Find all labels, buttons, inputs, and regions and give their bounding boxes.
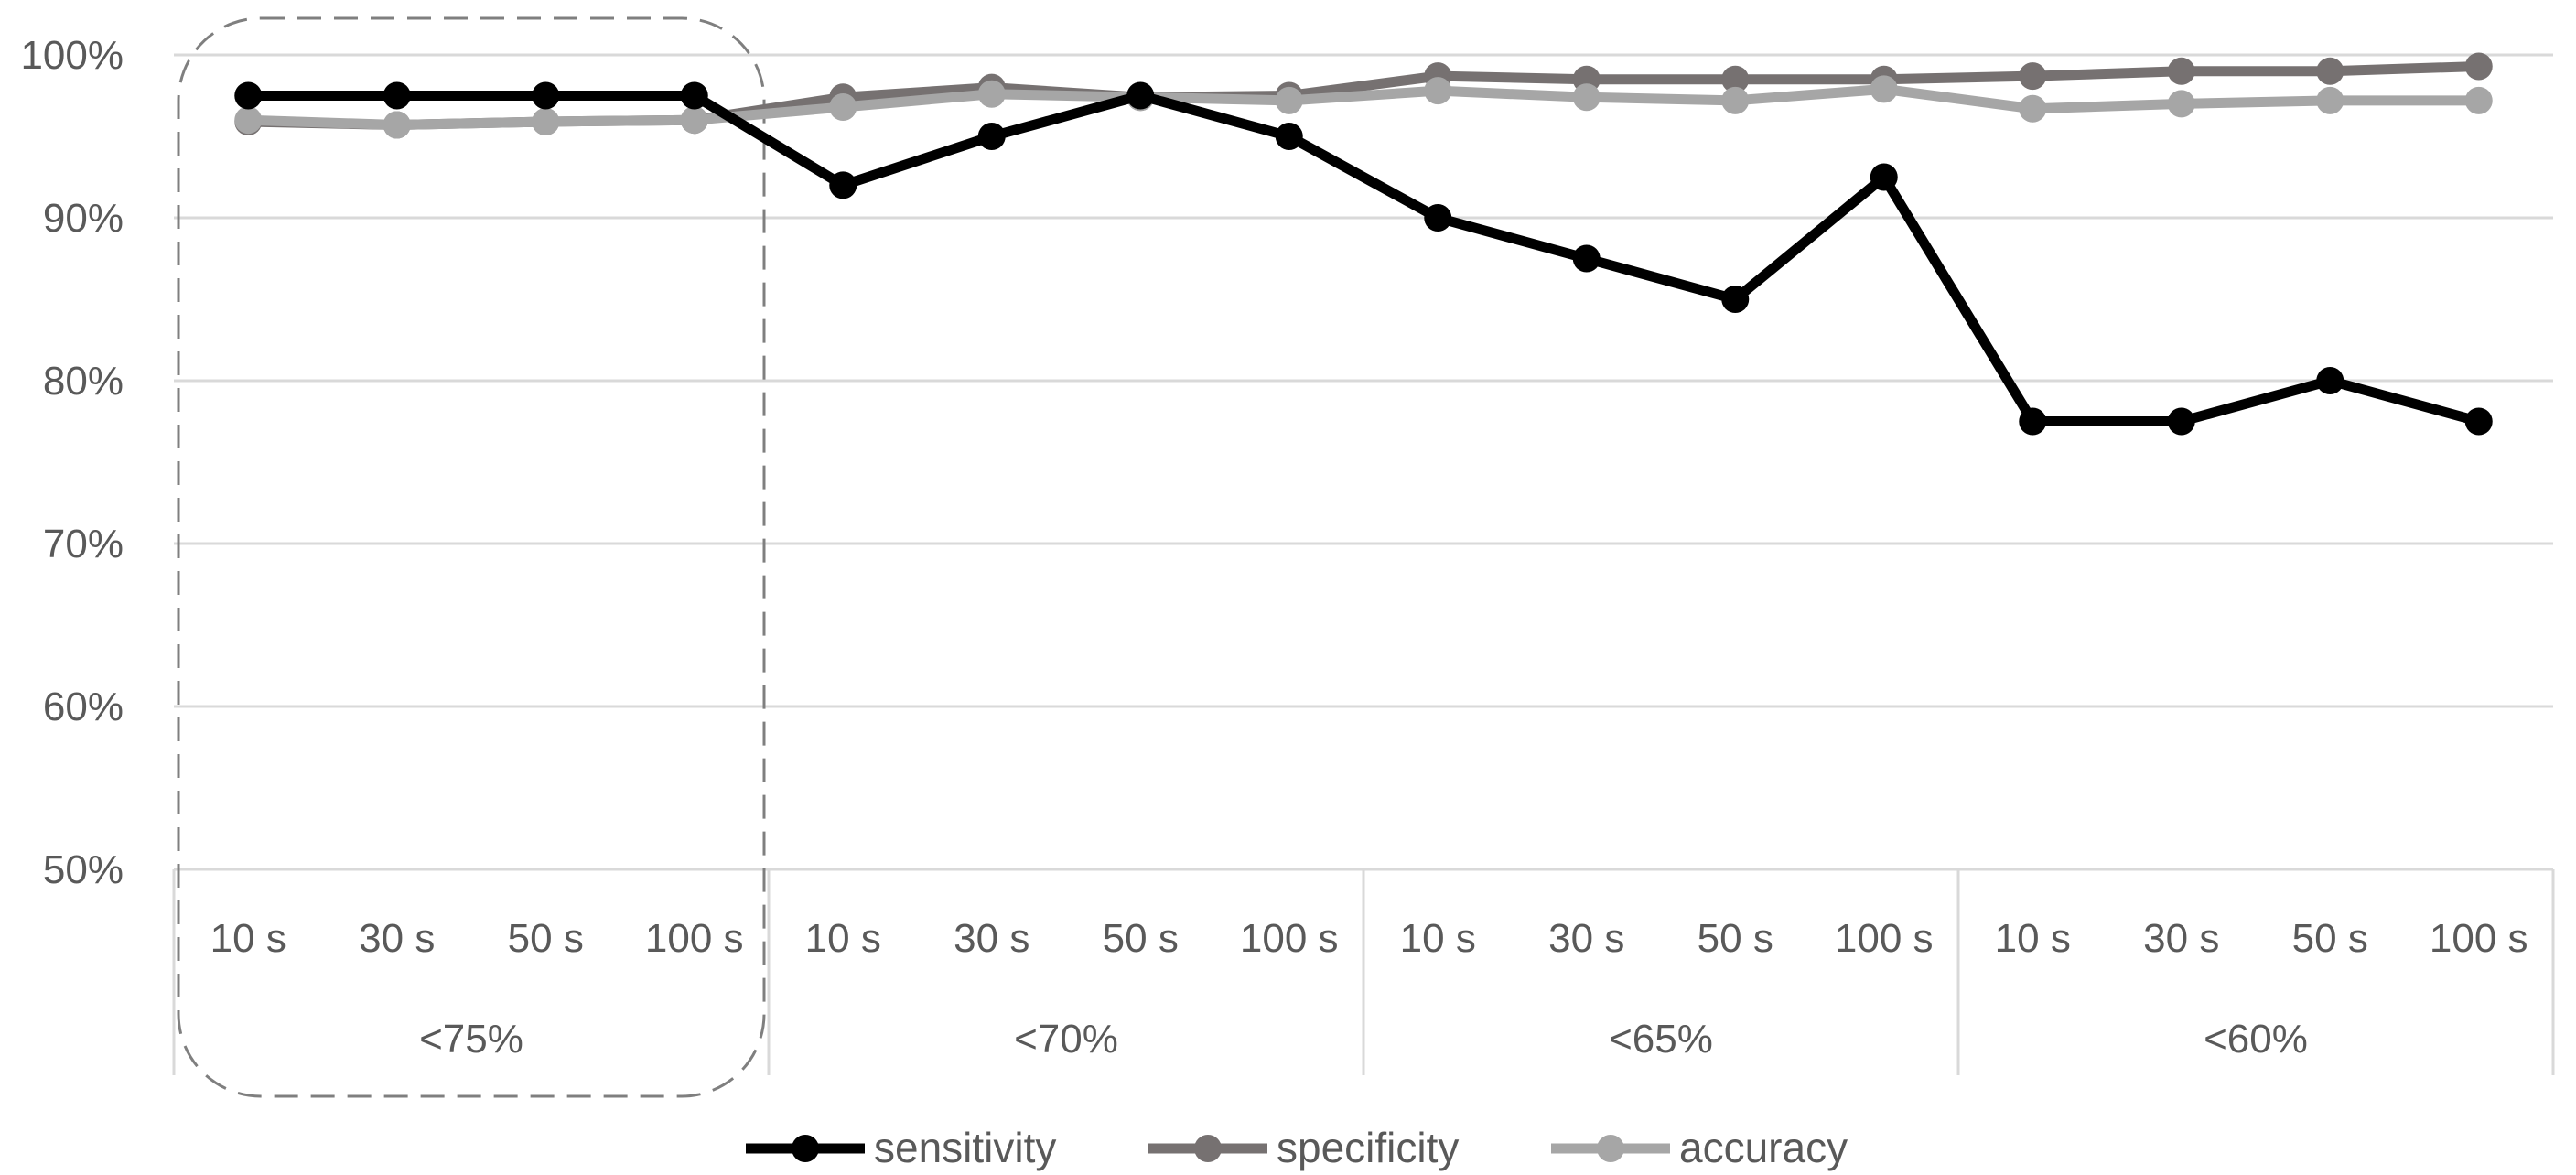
x-tick-label: 30 s: [1548, 916, 1624, 961]
data-point-sensitivity: [1424, 204, 1452, 232]
legend-label-accuracy: accuracy: [1679, 1124, 1848, 1171]
x-tick-label: 10 s: [805, 916, 881, 961]
x-tick-label: 100 s: [645, 916, 744, 961]
data-point-accuracy: [234, 106, 263, 135]
data-point-sensitivity: [2464, 407, 2493, 436]
x-tick-label: 10 s: [210, 916, 286, 961]
data-point-accuracy: [1275, 86, 1303, 114]
data-point-sensitivity: [234, 81, 263, 110]
data-series: [234, 52, 2493, 436]
y-tick-label: 80%: [43, 359, 124, 404]
legend-marker-accuracy: [1597, 1135, 1624, 1162]
x-tick-label: 100 s: [2430, 916, 2528, 961]
gridlines: [174, 53, 2553, 871]
data-point-sensitivity: [383, 81, 411, 110]
x-tick-label: 50 s: [1698, 916, 1773, 961]
x-tick-label: 100 s: [1240, 916, 1339, 961]
data-point-specificity: [2167, 57, 2195, 85]
group-label: <60%: [2204, 1017, 2308, 1062]
data-point-accuracy: [977, 80, 1006, 108]
data-point-sensitivity: [1721, 286, 1750, 313]
legend-marker-specificity: [1194, 1135, 1222, 1162]
y-tick-label: 60%: [43, 685, 124, 729]
data-point-accuracy: [1572, 83, 1601, 112]
data-point-accuracy: [1721, 86, 1750, 114]
data-point-sensitivity: [829, 171, 857, 199]
x-tick-label: 10 s: [1995, 916, 2071, 961]
data-point-sensitivity: [680, 81, 708, 110]
data-point-sensitivity: [2167, 407, 2195, 436]
data-point-accuracy: [2464, 86, 2493, 114]
legend: sensitivity specificity accuracy: [746, 1124, 1848, 1171]
data-point-accuracy: [2167, 90, 2195, 118]
y-tick-label: 100%: [20, 33, 124, 78]
highlight-box: [177, 16, 766, 1098]
group-label: <70%: [1014, 1017, 1118, 1062]
x-axis: 10 s 30 s 50 s 100 s 10 s 30 s 50 s 100 s 10 s 30…: [172, 869, 2555, 1075]
data-point-accuracy: [383, 111, 411, 139]
data-point-specificity: [2019, 62, 2047, 91]
data-point-accuracy: [1424, 77, 1452, 105]
data-point-accuracy: [680, 106, 708, 135]
data-point-accuracy: [829, 92, 857, 121]
x-tick-label: 30 s: [954, 916, 1029, 961]
data-point-specificity: [1721, 65, 1750, 93]
group-label: <75%: [419, 1017, 523, 1062]
data-point-accuracy: [1870, 75, 1898, 103]
data-point-sensitivity: [1572, 244, 1601, 273]
data-point-accuracy: [532, 107, 560, 135]
x-tick-label: 10 s: [1400, 916, 1476, 961]
series-line-sensitivity: [248, 91, 2481, 426]
data-point-sensitivity: [532, 81, 560, 110]
y-tick-label: 70%: [43, 522, 124, 566]
data-point-accuracy: [2316, 86, 2344, 114]
y-tick-label: 50%: [43, 847, 124, 892]
legend-label-sensitivity: sensitivity: [874, 1124, 1056, 1171]
x-tick-label: 50 s: [508, 916, 584, 961]
x-tick-label: 50 s: [2292, 916, 2368, 961]
data-point-sensitivity: [1275, 123, 1303, 150]
group-label: <65%: [1609, 1017, 1713, 1062]
data-point-sensitivity: [1126, 81, 1155, 110]
y-axis-tick-labels: 50% 60% 70% 80% 90% 100%: [20, 33, 124, 892]
x-tick-label: 100 s: [1835, 916, 1934, 961]
series-line-accuracy: [248, 83, 2479, 131]
data-point-sensitivity: [2316, 367, 2344, 394]
x-tick-label: 50 s: [1103, 916, 1179, 961]
x-tick-label: 30 s: [2143, 916, 2219, 961]
y-tick-label: 90%: [43, 196, 124, 241]
data-point-specificity: [2464, 52, 2493, 81]
legend-label-specificity: specificity: [1277, 1124, 1459, 1171]
data-point-sensitivity: [977, 123, 1006, 150]
data-point-sensitivity: [1870, 163, 1898, 191]
data-point-accuracy: [2019, 94, 2047, 123]
x-tick-label: 30 s: [359, 916, 435, 961]
data-point-specificity: [2316, 57, 2344, 85]
data-point-sensitivity: [2019, 407, 2047, 436]
legend-marker-sensitivity: [792, 1135, 819, 1162]
